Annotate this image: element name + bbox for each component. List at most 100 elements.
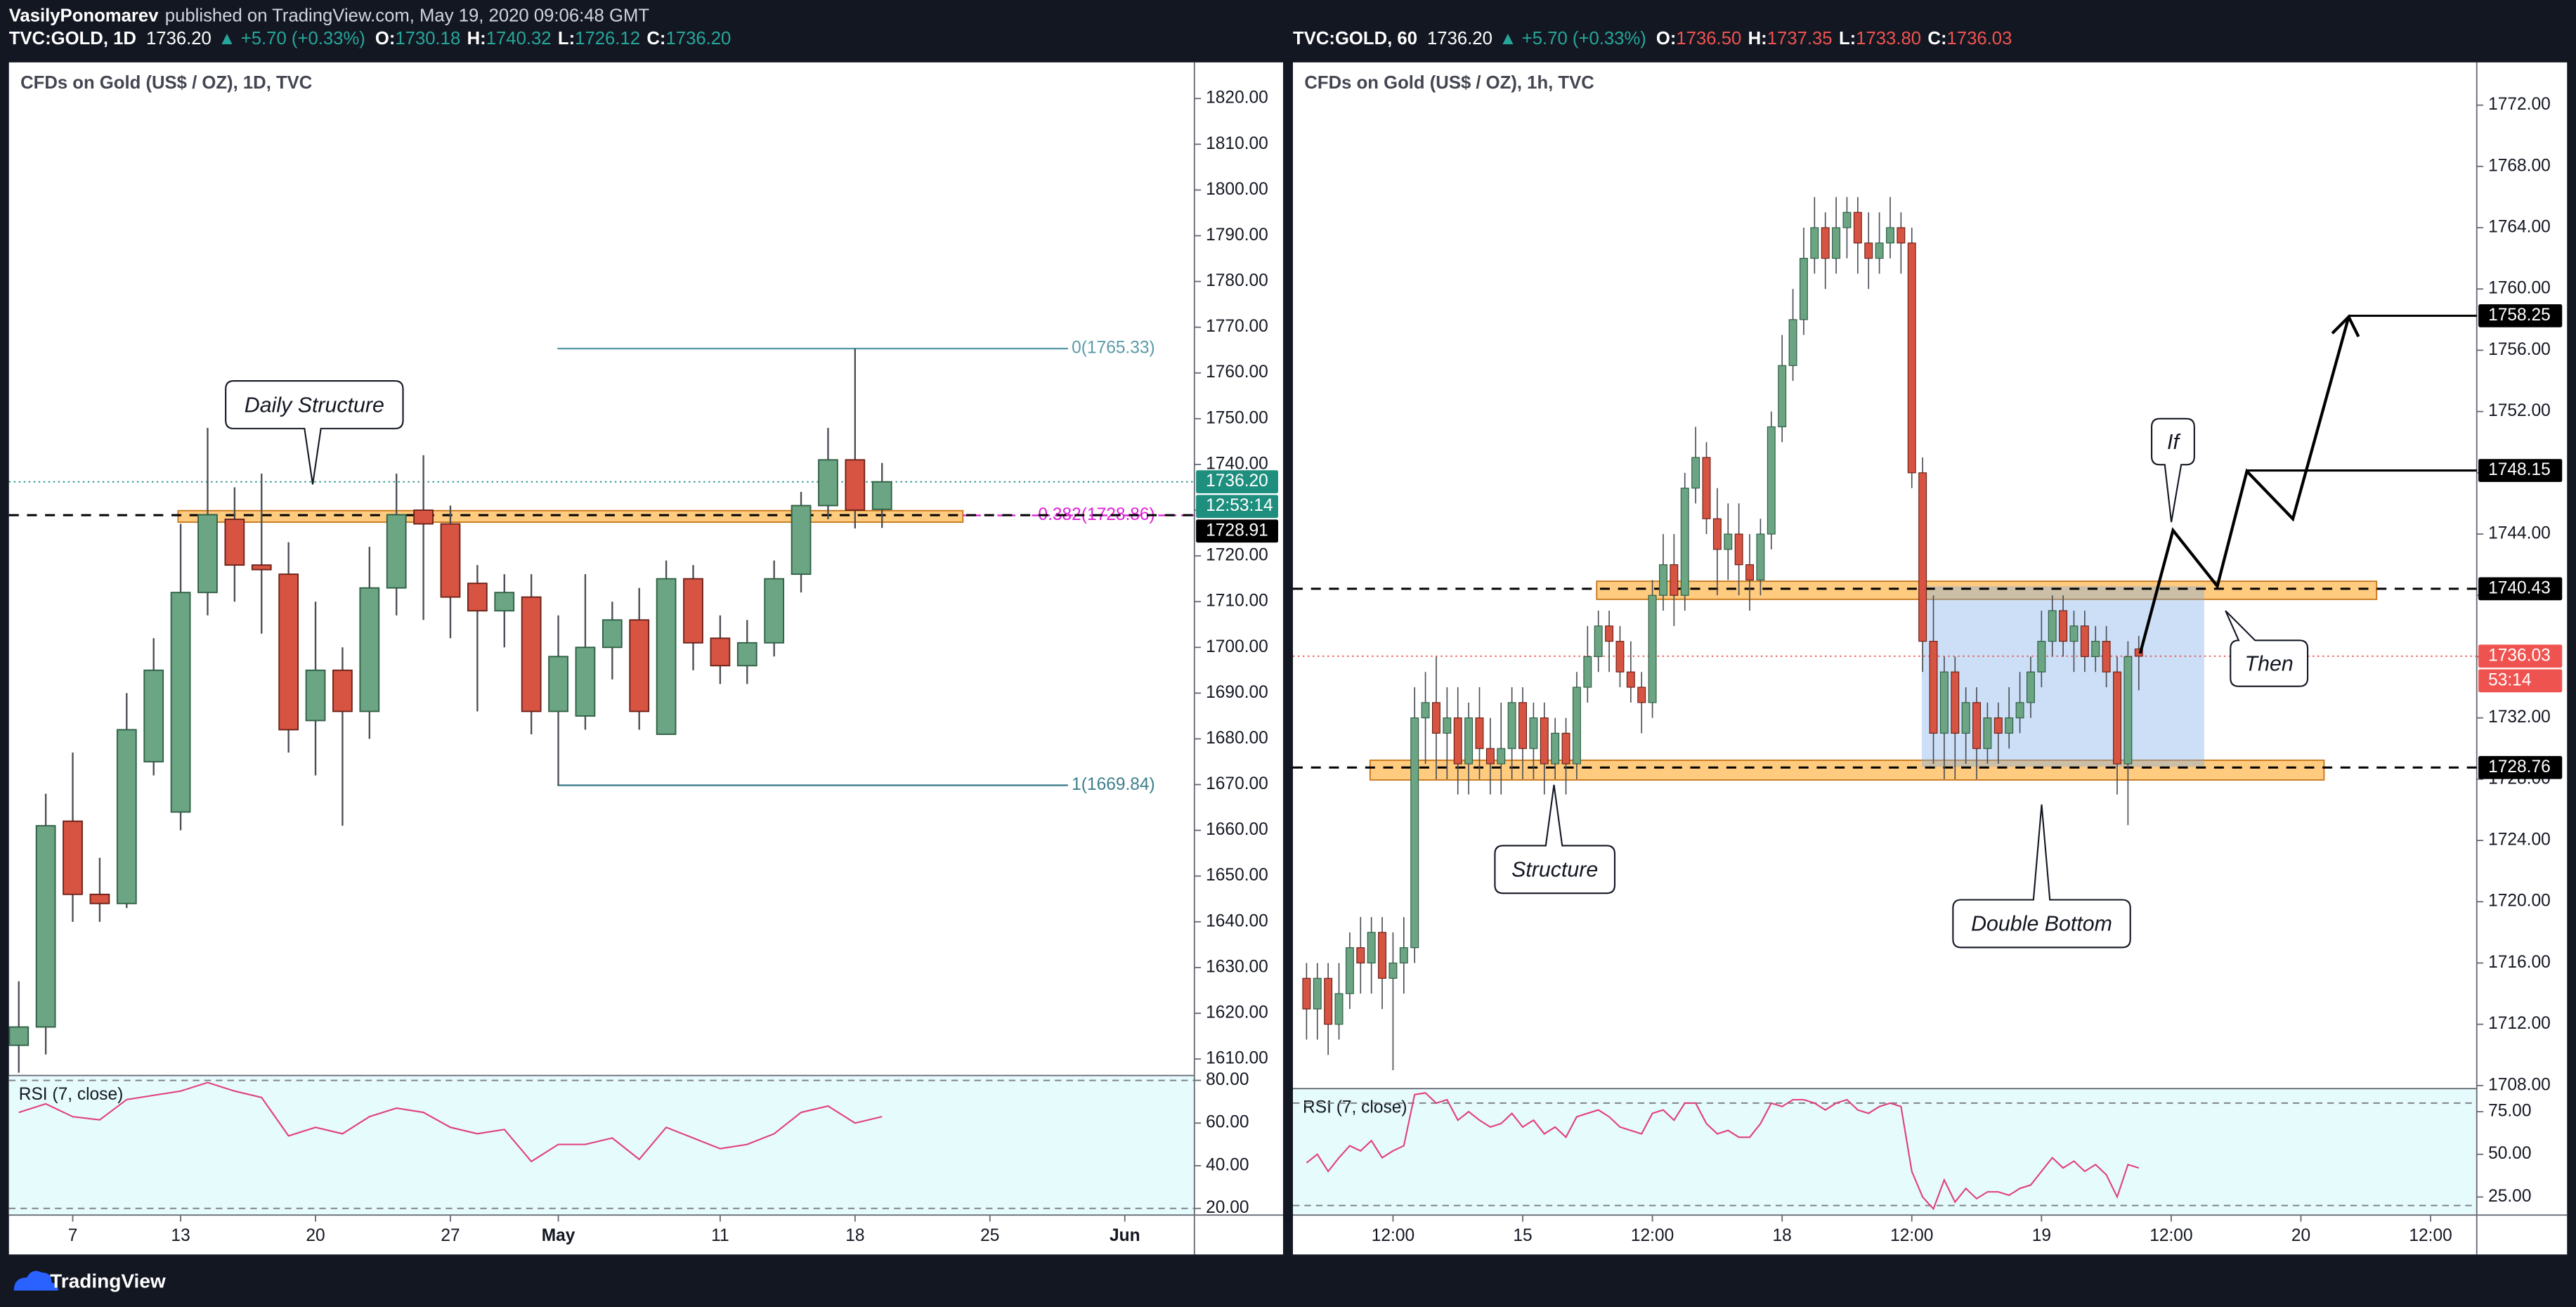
- y-tick-label: 1716.00: [2488, 953, 2551, 972]
- zone: [1369, 759, 2325, 781]
- y-tick-label: 1690.00: [1206, 683, 1268, 702]
- candle-body: [1453, 717, 1462, 765]
- y-tick-label: 1760.00: [1206, 363, 1268, 382]
- candle-body: [601, 619, 623, 649]
- y-tick-label: 1800.00: [1206, 180, 1268, 199]
- candle-body: [1302, 977, 1311, 1010]
- candle-body: [2102, 641, 2111, 672]
- x-tick-label: 27: [441, 1226, 460, 1245]
- rsi-tick-label: 75.00: [2488, 1101, 2531, 1120]
- field-value: 1740.32: [486, 29, 552, 48]
- candle-body: [1605, 625, 1614, 642]
- countdown-label: 53:14: [2488, 670, 2531, 689]
- fib-label: 0(1765.33): [1072, 339, 1155, 358]
- candle-body: [1734, 533, 1743, 566]
- candle-body: [1842, 212, 1852, 228]
- candle-body: [1886, 227, 1894, 244]
- candle-body: [35, 825, 56, 1028]
- candle-body: [1551, 732, 1560, 765]
- candle-body: [1421, 702, 1430, 719]
- candle-body: [89, 893, 110, 904]
- last-price-label: 1736.20: [1206, 472, 1268, 490]
- y-tick-label: 1620.00: [1206, 1003, 1268, 1022]
- candle-body: [2134, 648, 2143, 657]
- x-tick-label: 18: [845, 1226, 864, 1245]
- author: VasilyPonomarev: [9, 6, 159, 25]
- candle-body: [467, 583, 488, 612]
- y-tick-label: 1650.00: [1206, 866, 1268, 885]
- candle-body: [251, 564, 272, 571]
- x-tick-label: 7: [68, 1226, 78, 1245]
- candle-body: [1907, 242, 1916, 474]
- candle-body: [1712, 518, 1722, 550]
- level-label: 1728.91: [1206, 521, 1268, 540]
- candle-body: [1464, 717, 1474, 765]
- candle-body: [1518, 702, 1527, 749]
- candle-body: [1799, 258, 1808, 320]
- callout: [2151, 417, 2195, 523]
- candle-body: [2005, 717, 2014, 734]
- candle-body: [2113, 671, 2121, 765]
- symbol: TVC:GOLD, 60: [1293, 29, 1417, 48]
- level-label: 1758.25: [2488, 306, 2551, 325]
- x-tick-label: 12:00: [1372, 1226, 1414, 1245]
- rsi-line: [1306, 1092, 2140, 1211]
- candle-body: [2059, 610, 2068, 642]
- candle-body: [871, 481, 892, 510]
- candle-body: [2026, 671, 2035, 703]
- candle-body: [1432, 702, 1440, 734]
- level-label-box: [2478, 577, 2563, 601]
- candle-body: [656, 578, 677, 735]
- x-tick-label: 18: [1773, 1226, 1792, 1245]
- rsi-tick-label: 25.00: [2488, 1187, 2531, 1206]
- countdown-label: 12:53:14: [1206, 496, 1273, 515]
- y-tick-label: 1744.00: [2488, 524, 2551, 543]
- candle-body: [1497, 748, 1506, 765]
- candle-body: [359, 587, 380, 713]
- candle-body: [1853, 212, 1862, 244]
- field-value: 1736.50: [1676, 29, 1741, 48]
- candle-body: [1929, 641, 1938, 734]
- y-tick-label: 1630.00: [1206, 957, 1268, 976]
- candle-body: [1378, 932, 1387, 979]
- field-key: L:: [1839, 29, 1856, 48]
- last: 1736.20: [146, 29, 212, 48]
- callout: [1952, 804, 2131, 949]
- candle-body: [1939, 671, 1949, 734]
- level-label: 1728.76: [2488, 757, 2551, 776]
- candle-body: [1540, 717, 1549, 765]
- candle-body: [1918, 472, 1927, 642]
- x-tick-label: 11: [711, 1226, 729, 1245]
- field-value: 1736.20: [665, 29, 731, 48]
- y-tick-label: 1670.00: [1206, 774, 1268, 793]
- chart-title: CFDs on Gold (US$ / OZ), 1D, TVC: [20, 73, 312, 93]
- projection-path: [2138, 316, 2350, 654]
- callout-text: Daily Structure: [245, 394, 384, 417]
- chart-title: CFDs on Gold (US$ / OZ), 1h, TVC: [1304, 73, 1594, 93]
- candle-body: [440, 523, 461, 598]
- candle-body: [818, 459, 838, 507]
- callout-text: Double Bottom: [1971, 913, 2112, 936]
- candle-body: [1767, 426, 1776, 535]
- field-value: 1730.18: [395, 29, 460, 48]
- candle-body: [2015, 702, 2024, 719]
- candle-body: [1399, 947, 1408, 964]
- last: 1736.20: [1427, 29, 1492, 48]
- rsi-tick-label: 20.00: [1206, 1198, 1249, 1217]
- field-key: O:: [1656, 29, 1677, 48]
- y-tick-label: 1768.00: [2488, 156, 2551, 175]
- projection-arrow: [2331, 314, 2360, 337]
- candle-body: [2123, 656, 2133, 765]
- candle-body: [170, 592, 191, 813]
- candle-body: [1691, 457, 1700, 489]
- candle-body: [2069, 625, 2079, 642]
- candle-body: [1702, 457, 1711, 519]
- x-tick-label: 13: [171, 1226, 190, 1245]
- rsi-area: [8, 1075, 1195, 1216]
- level-label: 1748.15: [2488, 460, 2551, 479]
- y-tick-label: 1750.00: [1206, 408, 1268, 427]
- candle-body: [1875, 242, 1884, 259]
- x-tick-label: 12:00: [2409, 1226, 2452, 1245]
- y-tick-label: 1724.00: [2488, 831, 2551, 850]
- candle-body: [1788, 319, 1797, 366]
